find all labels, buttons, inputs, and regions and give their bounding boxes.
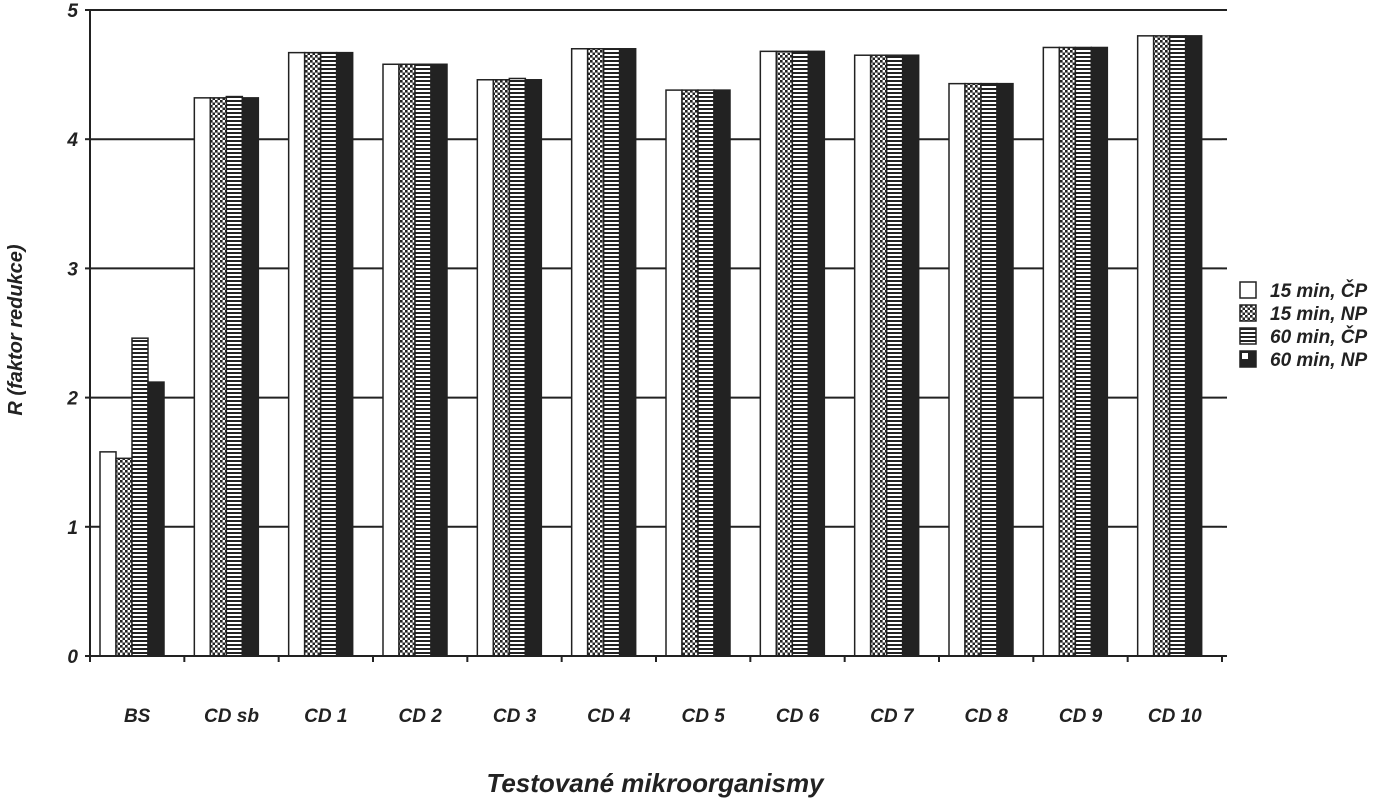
bar-cd-2-s4 xyxy=(430,63,448,657)
bar-cd-8-s1 xyxy=(948,82,966,657)
bar-cd-5-s2 xyxy=(681,89,699,657)
bar-cd-10-s2 xyxy=(1152,35,1171,657)
gridlines xyxy=(90,9,1222,528)
bar-cd-5-s3 xyxy=(697,89,715,657)
bar-cd-3-s3 xyxy=(508,77,527,657)
bars xyxy=(99,35,1203,657)
bar-cd-2-s1 xyxy=(382,63,400,657)
bar-cd-6-s4 xyxy=(807,50,826,657)
bar-cd-4-s2 xyxy=(586,48,605,657)
x-axis-title: Testované mikroorganismy xyxy=(486,768,825,798)
legend-label-4: 60 min, NP xyxy=(1270,350,1367,371)
bar-cd-7-s1 xyxy=(853,54,872,657)
bar-cd-5-s1 xyxy=(665,89,683,657)
bar-cd-1-s3 xyxy=(319,51,338,657)
x-tick-label: CD 10 xyxy=(1148,706,1202,727)
bar-cd-1-s2 xyxy=(303,51,322,657)
bar-cd-7-s2 xyxy=(869,54,888,657)
bar-cd-3-s4 xyxy=(524,79,543,657)
legend-label-3: 60 min, ČP xyxy=(1270,326,1367,348)
x-tick-label: CD 1 xyxy=(304,706,347,727)
bar-cd-9-s3 xyxy=(1074,46,1093,657)
y-tick-label: 3 xyxy=(67,259,78,280)
legend-swatch-detail xyxy=(1242,353,1248,359)
bar-cd-9-s2 xyxy=(1058,46,1077,657)
y-tick-label: 1 xyxy=(67,518,78,539)
bar-bs-s1 xyxy=(99,451,117,657)
y-axis-title: R (faktor redukce) xyxy=(5,244,27,415)
bar-cd-7-s3 xyxy=(885,54,904,657)
bar-bs-s4 xyxy=(147,381,165,657)
y-tick-label: 0 xyxy=(67,647,78,668)
bar-cd-10-s4 xyxy=(1184,35,1203,657)
x-tick-label: CD 6 xyxy=(776,706,820,727)
bar-cd-sb-s4 xyxy=(241,97,260,657)
bar-cd-7-s4 xyxy=(901,54,920,657)
x-tick-label: BS xyxy=(124,706,151,727)
bar-cd-3-s2 xyxy=(492,79,511,657)
bar-cd-5-s4 xyxy=(713,89,731,657)
x-tick-label: CD 4 xyxy=(587,706,631,727)
x-tick-label: CD 7 xyxy=(870,706,915,727)
x-tick-label: CD 5 xyxy=(682,706,726,727)
bar-cd-2-s2 xyxy=(398,63,416,657)
bar-cd-9-s4 xyxy=(1090,46,1109,657)
x-tick-label: CD 9 xyxy=(1059,706,1103,727)
y-tick-label: 4 xyxy=(66,130,78,151)
bar-cd-6-s1 xyxy=(759,50,778,657)
bar-cd-6-s3 xyxy=(791,50,810,657)
bar-bs-s3 xyxy=(131,337,149,657)
y-tick-label: 2 xyxy=(66,389,78,410)
bar-cd-8-s4 xyxy=(996,82,1014,657)
legend-label-1: 15 min, ČP xyxy=(1270,280,1367,302)
bar-cd-3-s1 xyxy=(476,79,495,657)
x-tick-label: CD sb xyxy=(204,706,259,727)
x-tick-label: CD 8 xyxy=(965,706,1009,727)
bar-cd-4-s3 xyxy=(602,48,621,657)
bar-cd-1-s1 xyxy=(287,51,306,657)
tick-labels: 0 1 2 3 4 5 BS CD sb CD 1 CD 2 CD 3 CD 4 CD 5 CD 6 CD … xyxy=(66,1,1202,727)
bar-bs-s2 xyxy=(115,457,133,657)
bar-cd-6-s2 xyxy=(775,50,794,657)
bar-cd-8-s3 xyxy=(980,82,998,657)
x-tick-label: CD 2 xyxy=(399,706,443,727)
bar-cd-8-s2 xyxy=(964,82,982,657)
legend-swatch-2 xyxy=(1239,304,1257,322)
bar-cd-10-s3 xyxy=(1168,35,1187,657)
legend-swatch-3 xyxy=(1239,327,1257,345)
bar-cd-10-s1 xyxy=(1136,35,1155,657)
bar-cd-2-s3 xyxy=(414,63,432,657)
bar-cd-sb-s2 xyxy=(209,97,228,657)
axes xyxy=(85,9,1227,662)
legend-label-2: 15 min, NP xyxy=(1270,304,1367,325)
bar-cd-9-s1 xyxy=(1042,46,1061,657)
bar-cd-sb-s3 xyxy=(225,95,244,657)
x-tick-label: CD 3 xyxy=(493,706,537,727)
y-tick-label: 5 xyxy=(67,1,78,22)
bar-cd-1-s4 xyxy=(335,51,354,657)
bar-cd-4-s1 xyxy=(570,48,589,657)
bar-cd-sb-s1 xyxy=(193,97,212,657)
bar-cd-4-s4 xyxy=(618,48,637,657)
legend-swatch-1 xyxy=(1239,281,1257,299)
